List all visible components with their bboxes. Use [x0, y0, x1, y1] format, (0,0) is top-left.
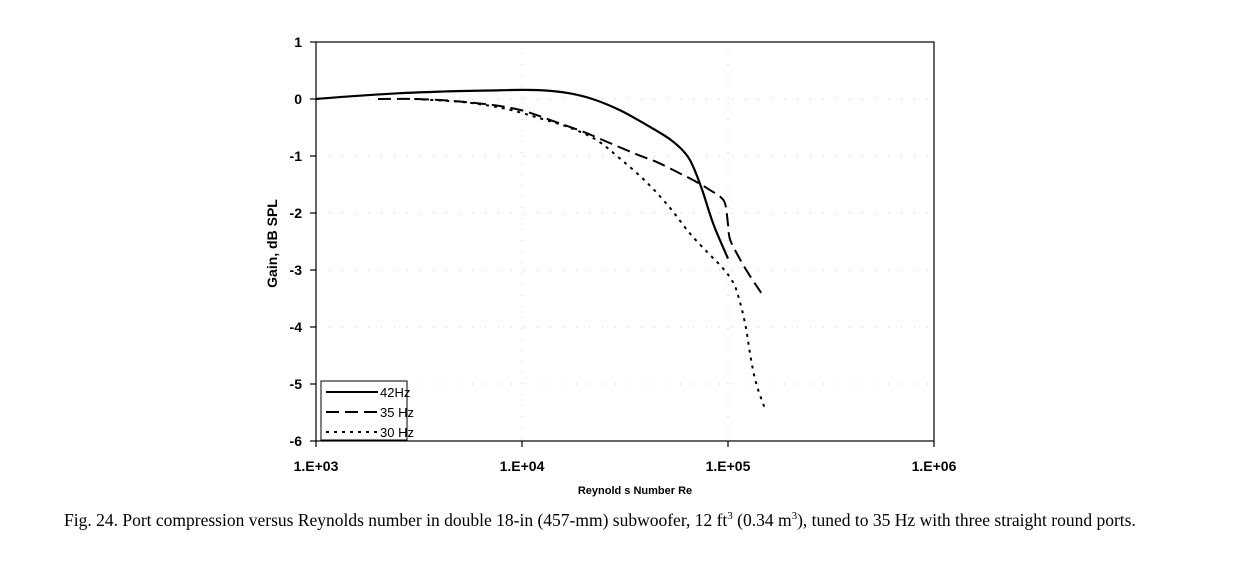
- gridlines: [316, 42, 934, 441]
- legend-box: [320, 380, 408, 441]
- y-tick-label: -1: [290, 148, 303, 164]
- y-tick-label: -6: [290, 433, 303, 449]
- legend: 42Hz 35 Hz 30 Hz: [320, 380, 414, 441]
- figure-caption: Fig. 24. Port compression versus Reynold…: [64, 510, 1214, 530]
- y-tick-label: -3: [290, 262, 303, 278]
- x-tick-label: 1.E+06: [912, 458, 957, 474]
- x-tick-label: 1.E+03: [294, 458, 339, 474]
- y-tick-label: -4: [290, 319, 303, 335]
- x-axis-label: Reynold s Number Re: [578, 485, 692, 497]
- caption-mid: (0.34 m: [732, 510, 792, 530]
- legend-label-3: 30 Hz: [380, 425, 414, 440]
- y-tick-label: 0: [294, 91, 302, 107]
- y-axis-label: Gain, dB SPL: [264, 199, 280, 288]
- x-tick-label: 1.E+04: [500, 458, 545, 474]
- y-tick-label: -5: [290, 376, 303, 392]
- plot-area-frame: [315, 41, 935, 442]
- caption-tail: ), tuned to 35 Hz with three straight ro…: [797, 510, 1136, 530]
- x-tick-label: 1.E+05: [706, 458, 751, 474]
- y-tick-label: 1: [294, 34, 302, 50]
- series-lines: [315, 88, 766, 408]
- legend-label-2: 35 Hz: [380, 405, 414, 420]
- series-line-3: [414, 98, 766, 408]
- y-tick-label: -2: [290, 205, 303, 221]
- axis-ticks: [310, 41, 935, 447]
- axis-tick-labels: 1.E+03 1.E+04 1.E+05 1.E+06 1 0 -1 -2 -3 -4 -5 -6: [290, 34, 957, 474]
- legend-label-1: 42Hz: [380, 385, 410, 400]
- caption-lead: Fig. 24. Port compression versus Reynold…: [64, 510, 728, 530]
- caption-sup-ft3: 3: [727, 510, 733, 523]
- series-line-2: [377, 97, 763, 294]
- series-line-1: [315, 88, 730, 260]
- caption-sup-m3: 3: [791, 510, 798, 523]
